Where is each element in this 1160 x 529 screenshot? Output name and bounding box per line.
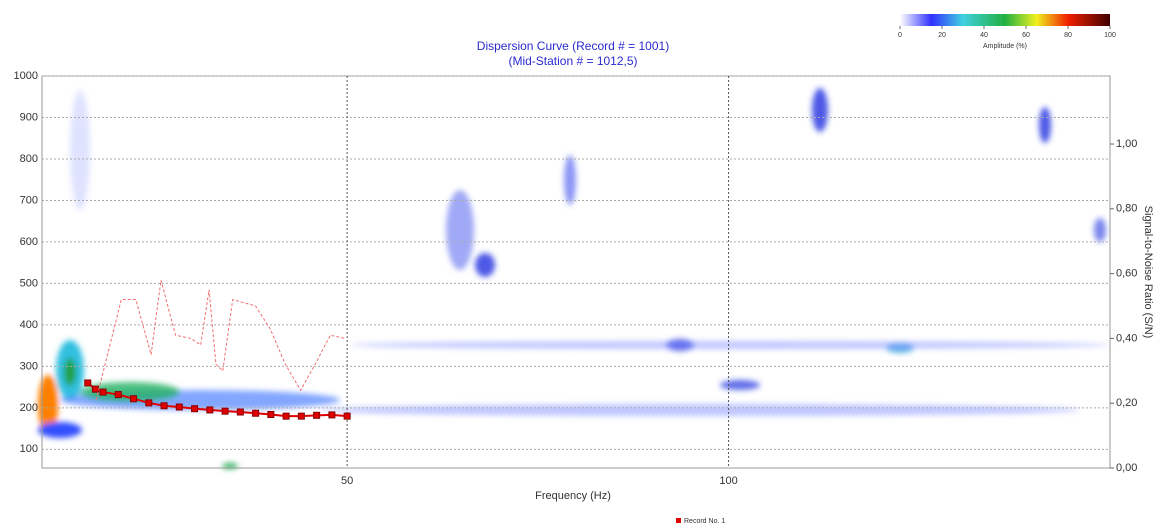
colorbar-label: Amplitude (%)	[983, 43, 1027, 50]
snr-line	[95, 279, 345, 401]
x-tick-label: 100	[719, 475, 737, 487]
dispersion-point	[236, 408, 244, 416]
y2-tick-label: 0,80	[1116, 203, 1137, 215]
dispersion-point	[297, 412, 305, 420]
dispersion-point	[267, 410, 275, 418]
colorbar	[900, 14, 1110, 26]
dispersion-point	[91, 385, 99, 393]
dispersion-point	[175, 403, 183, 411]
y-tick-label: 700	[20, 194, 38, 206]
amplitude-map	[38, 88, 1110, 469]
y2-tick-label: 0,40	[1116, 332, 1137, 344]
dispersion-point	[328, 411, 336, 419]
dispersion-point	[206, 406, 214, 414]
y-tick-label: 800	[20, 153, 38, 165]
colorbar-tick-label: 80	[1064, 32, 1072, 39]
y2-tick-label: 1,00	[1116, 138, 1137, 150]
dispersion-point	[99, 388, 107, 396]
chart-title: (Mid-Station # = 1012,5)	[508, 54, 637, 68]
chart-title: Dispersion Curve (Record # = 1001)	[477, 39, 669, 53]
dispersion-point	[130, 395, 138, 403]
colorbar-tick-label: 40	[980, 32, 988, 39]
dispersion-point	[145, 399, 153, 407]
dispersion-point	[114, 391, 122, 399]
legend-swatch	[676, 518, 681, 523]
y-tick-label: 400	[20, 319, 38, 331]
dispersion-point	[160, 402, 168, 410]
y-tick-label: 600	[20, 236, 38, 248]
dispersion-point	[84, 379, 92, 387]
dispersion-point	[252, 409, 260, 417]
y2-axis-label: Signal-to-Noise Ratio (S/N)	[1142, 206, 1154, 339]
y-tick-label: 1000	[14, 70, 38, 82]
colorbar-tick-label: 20	[938, 32, 946, 39]
y2-tick-label: 0,60	[1116, 268, 1137, 280]
y-tick-label: 900	[20, 111, 38, 123]
y2-tick-label: 0,00	[1116, 462, 1137, 474]
y2-tick-label: 0,20	[1116, 397, 1137, 409]
y-tick-label: 300	[20, 360, 38, 372]
dispersion-point	[313, 411, 321, 419]
dispersion-point	[191, 405, 199, 413]
y-tick-label: 500	[20, 277, 38, 289]
legend-label: Record No. 1	[684, 518, 725, 525]
dispersion-point	[282, 412, 290, 420]
colorbar-tick-label: 60	[1022, 32, 1030, 39]
colorbar-tick-label: 0	[898, 32, 902, 39]
dispersion-point	[343, 412, 351, 420]
x-tick-label: 50	[341, 475, 353, 487]
colorbar-tick-label: 100	[1104, 32, 1116, 39]
y-tick-label: 100	[20, 443, 38, 455]
dispersion-point	[221, 407, 229, 415]
y-tick-label: 200	[20, 402, 38, 414]
x-axis-label: Frequency (Hz)	[535, 490, 611, 502]
